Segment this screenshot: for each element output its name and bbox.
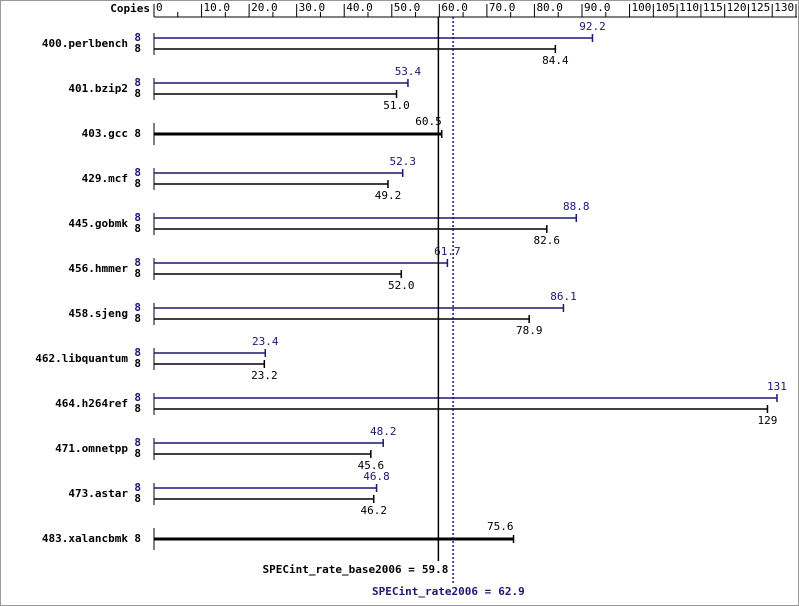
copies-label: 8 — [134, 436, 141, 449]
category-label: 458.sjeng — [68, 307, 128, 320]
x-tick-label: 100 — [632, 1, 652, 14]
copies-label: 8 — [134, 222, 141, 235]
x-tick-label: 60.0 — [441, 1, 468, 14]
value-label: 92.2 — [579, 20, 606, 33]
category-label: 456.hmmer — [68, 262, 128, 275]
value-label: 129 — [758, 414, 778, 427]
category-label: 471.omnetpp — [55, 442, 128, 455]
category-label: 400.perlbench — [42, 37, 128, 50]
value-label: 53.4 — [395, 65, 422, 78]
reference-label-text: SPECint_rate2006 = — [372, 585, 492, 598]
category-label: 403.gcc — [82, 127, 128, 140]
reference-label: SPECint_rate2006 = 62.9 — [372, 585, 525, 598]
x-tick-label: 50.0 — [394, 1, 421, 14]
copies-label: 8 — [134, 312, 141, 325]
copies-label: 8 — [134, 42, 141, 55]
copies-label: 8 — [134, 127, 141, 140]
category-label: 464.h264ref — [55, 397, 128, 410]
x-tick-label: 40.0 — [346, 1, 373, 14]
x-tick-label: 70.0 — [489, 1, 516, 14]
copies-label: 8 — [134, 492, 141, 505]
category-label: 462.libquantum — [35, 352, 128, 365]
x-tick-label: 90.0 — [584, 1, 611, 14]
copies-label: 8 — [134, 87, 141, 100]
x-tick-label: 0 — [156, 1, 163, 14]
value-label: 48.2 — [370, 425, 397, 438]
value-label: 52.3 — [389, 155, 416, 168]
value-label: 86.1 — [550, 290, 577, 303]
value-label: 75.6 — [487, 520, 514, 533]
category-label: 483.xalancbmk — [42, 532, 128, 545]
x-tick-label: 30.0 — [299, 1, 326, 14]
value-label: 52.0 — [388, 279, 415, 292]
x-tick-label: 20.0 — [251, 1, 278, 14]
x-tick-label: 125 — [750, 1, 770, 14]
copies-label: 8 — [134, 76, 141, 89]
value-label: 46.2 — [360, 504, 387, 517]
value-label: 88.8 — [563, 200, 590, 213]
copies-label: 8 — [134, 177, 141, 190]
copies-label: 8 — [134, 402, 141, 415]
value-label: 78.9 — [516, 324, 543, 337]
reference-label: SPECint_rate_base2006 = 59.8 — [263, 563, 449, 576]
value-label: 60.5 — [415, 115, 442, 128]
x-tick-label: 110 — [679, 1, 699, 14]
copies-label: 8 — [134, 346, 141, 359]
category-label: 445.gobmk — [68, 217, 128, 230]
x-tick-label: 120 — [727, 1, 747, 14]
reference-label-value: 59.8 — [422, 563, 449, 576]
value-label: 23.2 — [251, 369, 278, 382]
x-tick-label: 80.0 — [536, 1, 563, 14]
value-label: 131 — [767, 380, 787, 393]
x-tick-label: 115 — [703, 1, 723, 14]
copies-label: 8 — [134, 256, 141, 269]
x-tick-label: 105 — [655, 1, 675, 14]
category-label: 473.astar — [68, 487, 128, 500]
copies-label: 8 — [134, 391, 141, 404]
value-label: 61.7 — [434, 245, 461, 258]
copies-label: 8 — [134, 357, 141, 370]
category-label: 429.mcf — [82, 172, 128, 185]
copies-label: 8 — [134, 481, 141, 494]
copies-label: 8 — [134, 301, 141, 314]
value-label: 82.6 — [534, 234, 561, 247]
copies-label: 8 — [134, 211, 141, 224]
axis-label: Copies — [110, 2, 150, 15]
copies-label: 8 — [134, 532, 141, 545]
x-tick-label: 130 — [774, 1, 794, 14]
category-label: 401.bzip2 — [68, 82, 128, 95]
value-label: 46.8 — [363, 470, 390, 483]
value-label: 51.0 — [383, 99, 410, 112]
value-label: 49.2 — [375, 189, 402, 202]
copies-label: 8 — [134, 447, 141, 460]
value-label: 45.6 — [358, 459, 385, 472]
value-label: 23.4 — [252, 335, 279, 348]
copies-label: 8 — [134, 166, 141, 179]
reference-label-value: 62.9 — [498, 585, 525, 598]
copies-label: 8 — [134, 31, 141, 44]
copies-label: 8 — [134, 267, 141, 280]
x-tick-label: 10.0 — [204, 1, 231, 14]
value-label: 84.4 — [542, 54, 569, 67]
reference-label-text: SPECint_rate_base2006 = — [263, 563, 416, 576]
